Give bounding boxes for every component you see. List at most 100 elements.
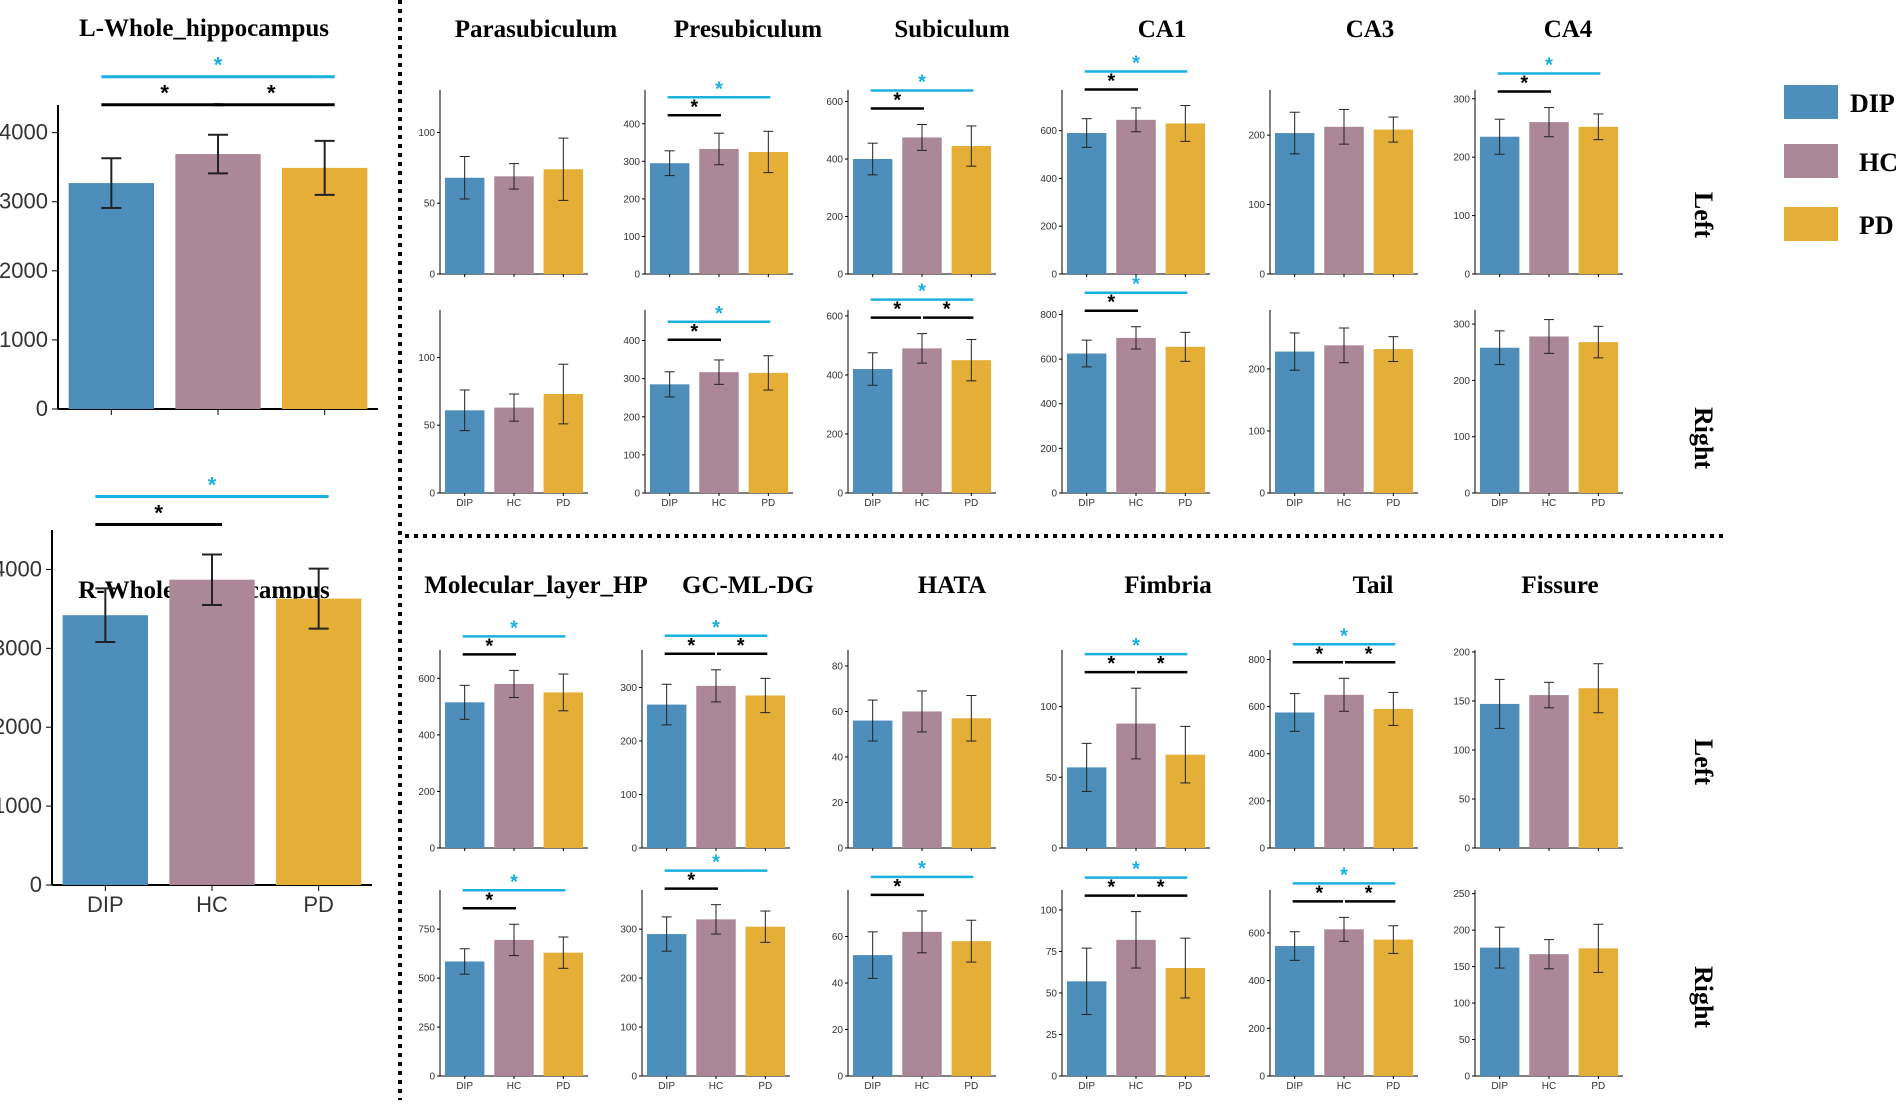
y-tick-label: 50: [1459, 1035, 1471, 1046]
x-tick-label: PD: [1591, 1081, 1605, 1092]
y-tick-label: 800: [1040, 310, 1057, 321]
bar-hc: [902, 931, 942, 1076]
bar-pd: [1373, 129, 1414, 274]
y-tick-label: 400: [623, 336, 640, 347]
y-tick-label: 0: [837, 489, 843, 500]
bar-pd: [276, 598, 362, 885]
y-tick-label: 0: [1464, 844, 1470, 855]
chart-panel-L_ca4: CA4 0 100 200 300 * *: [1453, 16, 1623, 281]
y-tick-label: 25: [1046, 1030, 1058, 1041]
y-tick-label: 60: [832, 707, 844, 718]
chart-panel-L_ca3: CA3 0 100 200: [1248, 16, 1418, 281]
y-tick-label: 100: [1453, 432, 1470, 443]
y-tick-label: 0: [429, 489, 435, 500]
significance-star: *: [687, 870, 695, 892]
chart-panels: L-Whole_hippocampus01000200030004000***R…: [0, 15, 1623, 1092]
bar-hc: [699, 372, 739, 493]
y-tick-label: 600: [826, 97, 843, 108]
y-tick-label: 0: [1259, 270, 1265, 281]
x-tick-label: PD: [758, 1081, 772, 1092]
y-tick-label: 100: [1453, 211, 1470, 222]
bar-dip: [646, 934, 687, 1076]
y-tick-label: 100: [1453, 999, 1470, 1010]
chart-title: Molecular_layer_HP: [424, 572, 648, 599]
bar-pd: [951, 146, 992, 274]
y-tick-label: 100: [418, 128, 435, 139]
bar-dip: [1274, 946, 1315, 1076]
y-tick-label: 200: [1453, 376, 1470, 387]
bar-pd: [1373, 708, 1414, 848]
y-tick-label: 300: [620, 683, 637, 694]
chart-panel-L_fimbria: Fimbria 0 50 100 * * *: [1040, 572, 1212, 855]
significance-star: *: [154, 500, 163, 525]
bar-hc: [1529, 695, 1569, 848]
significance-star: *: [160, 81, 169, 106]
bar-hc: [1324, 694, 1364, 848]
bar-hc: [1324, 126, 1364, 274]
y-tick-label: 100: [418, 353, 435, 364]
y-tick-label: 0: [1051, 1072, 1057, 1083]
bar-dip: [444, 702, 485, 848]
y-tick-label: 20: [832, 1025, 844, 1036]
significance-star: *: [214, 53, 223, 78]
significance-star: *: [1157, 877, 1165, 899]
y-tick-label: 200: [1248, 364, 1265, 375]
y-tick-label: 0: [1259, 844, 1265, 855]
chart-panel-L_ca1: CA1 0 200 400 600 * *: [1040, 16, 1210, 281]
chart-panel-R_para: 0 50 100 DIP HC PD: [418, 310, 588, 509]
y-tick-label: 800: [1248, 655, 1265, 666]
bar-pd: [951, 360, 992, 493]
significance-star: *: [893, 299, 901, 321]
significance-star: *: [918, 72, 926, 94]
significance-star: *: [510, 871, 518, 893]
chart-title: Fimbria: [1124, 572, 1212, 599]
bar-dip: [1479, 347, 1520, 493]
y-tick-label: 100: [1453, 745, 1470, 756]
y-tick-label: 600: [826, 311, 843, 322]
y-tick-label: 40: [832, 979, 844, 990]
x-tick-label: DIP: [1491, 1081, 1508, 1092]
y-tick-label: 400: [1040, 399, 1057, 410]
significance-star: *: [510, 617, 518, 639]
bar-dip: [852, 159, 893, 274]
y-tick-label: 300: [1453, 94, 1470, 105]
bar-dip: [444, 961, 485, 1076]
y-tick-label: 2000: [0, 258, 48, 283]
y-tick-label: 0: [429, 1072, 435, 1083]
bar-hc: [699, 148, 739, 274]
y-tick-label: 0: [1464, 270, 1470, 281]
chart-title: L-Whole_hippocampus: [79, 15, 329, 42]
significance-star: *: [1340, 864, 1348, 886]
chart-panel-R_ca4: 0 100 200 300 DIP HC PD: [1453, 310, 1623, 509]
significance-star: *: [1107, 653, 1115, 675]
x-tick-label: DIP: [1078, 498, 1095, 509]
significance-star: *: [918, 858, 926, 880]
chart-title: Parasubiculum: [455, 16, 618, 43]
y-tick-label: 150: [1453, 962, 1470, 973]
bar-hc: [494, 939, 534, 1076]
y-tick-label: 200: [1040, 444, 1057, 455]
x-tick-label: HC: [915, 498, 929, 509]
y-tick-label: 200: [1453, 647, 1470, 658]
x-tick-label: HC: [712, 498, 726, 509]
significance-star: *: [1157, 653, 1165, 675]
bar-dip: [1066, 353, 1107, 493]
significance-star: *: [1107, 71, 1115, 93]
significance-star: *: [737, 635, 745, 657]
significance-star: *: [1132, 274, 1140, 296]
y-tick-label: 1000: [0, 793, 42, 818]
y-tick-label: 0: [1464, 489, 1470, 500]
x-tick-label: HC: [1542, 498, 1556, 509]
chart-panel-R_hata: 0 20 40 60 DIP HC PD * *: [832, 858, 996, 1092]
bar-hc: [169, 579, 255, 885]
y-tick-label: 300: [623, 374, 640, 385]
chart-panel-L_presub: Presubiculum 0 100 200 300 400 * *: [623, 16, 822, 281]
bar-dip: [1274, 133, 1315, 274]
chart-title: GC-ML-DG: [682, 572, 814, 599]
significance-star: *: [208, 472, 217, 497]
x-tick-label: HC: [709, 1081, 723, 1092]
bar-dip: [1479, 136, 1520, 274]
legend-label-pd: PD: [1859, 211, 1894, 240]
significance-star: *: [267, 81, 276, 106]
y-tick-label: 600: [1040, 126, 1057, 137]
